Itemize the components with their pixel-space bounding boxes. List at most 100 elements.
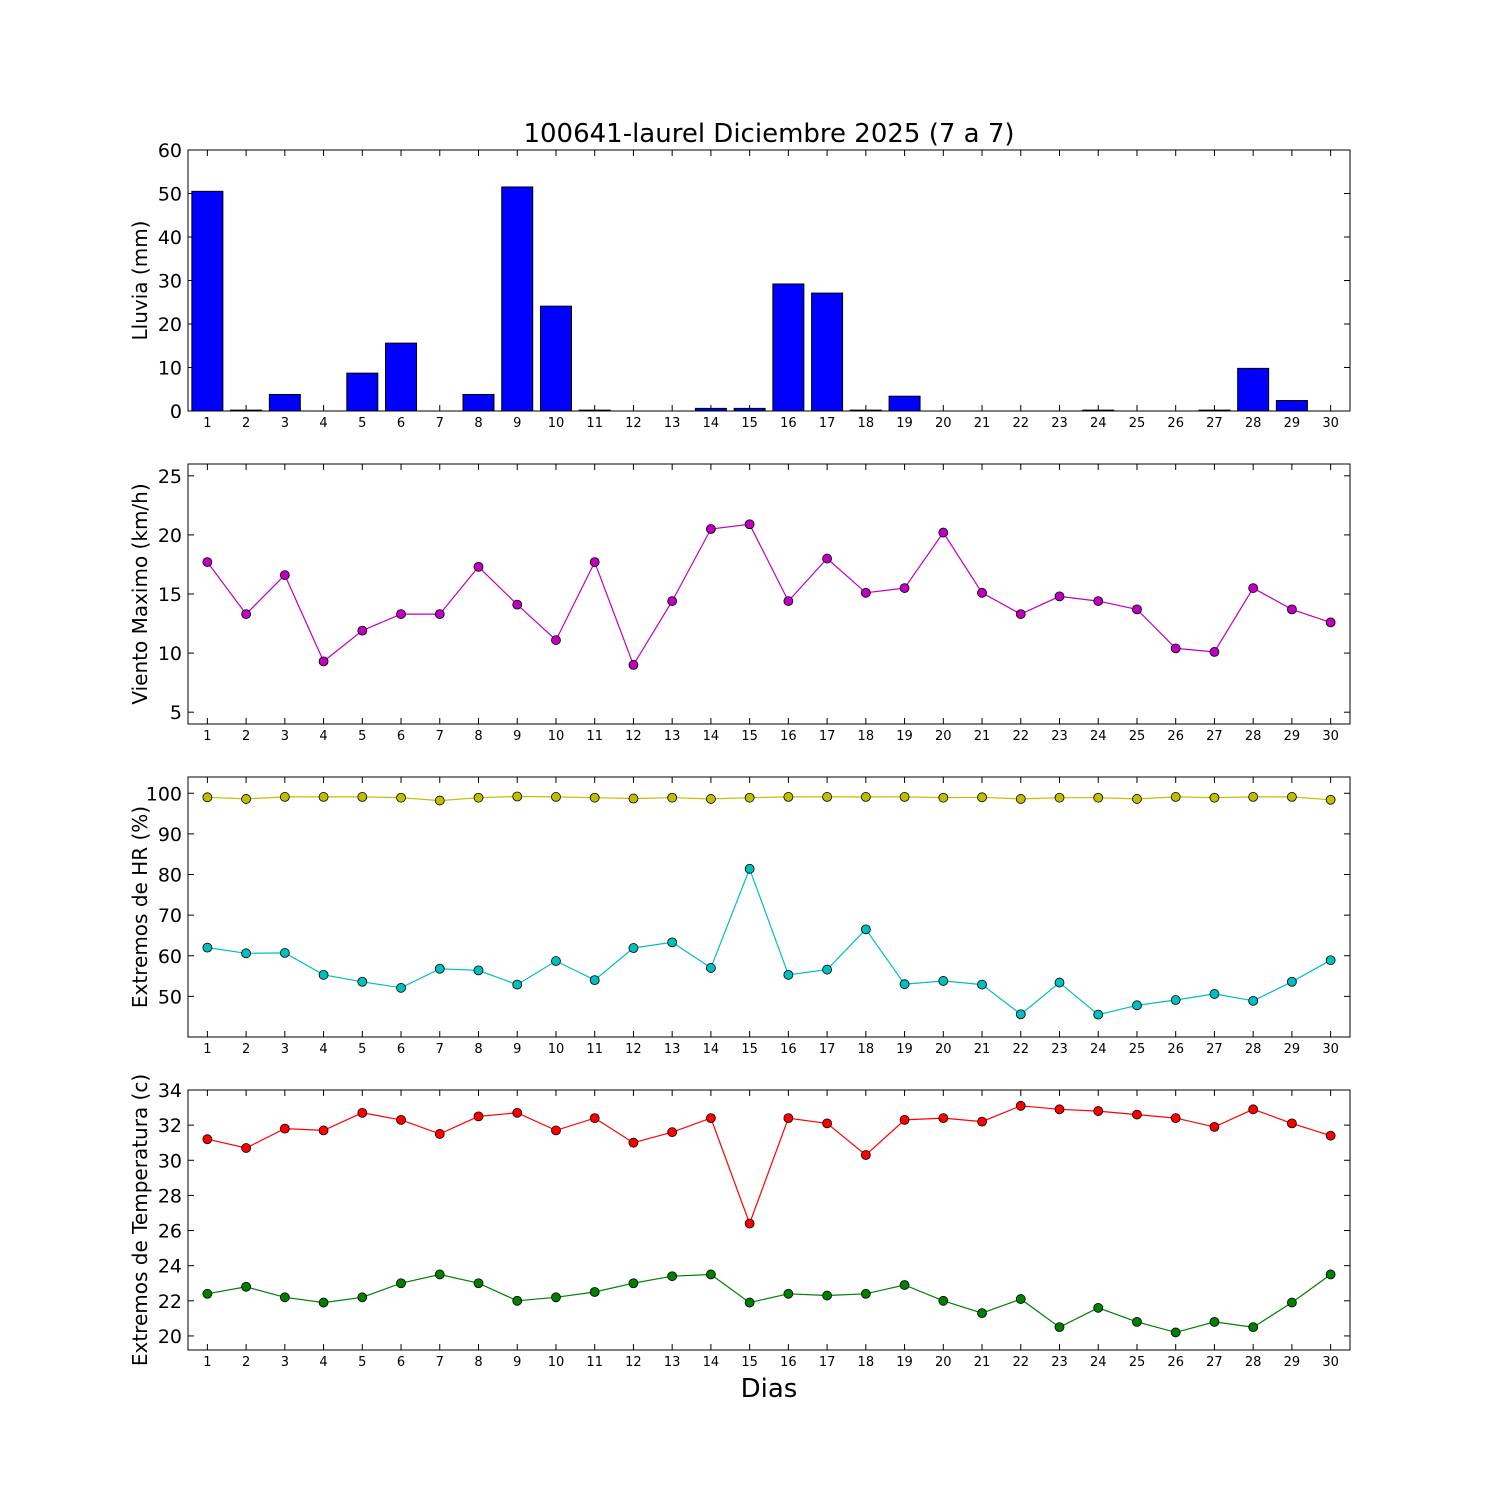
x-tick-label: 15 (741, 1355, 758, 1370)
data-point-series-1-day-2 (241, 794, 252, 804)
x-tick-label: 8 (474, 1355, 482, 1370)
x-tick-label: 2 (242, 729, 250, 744)
data-point-series-2-day-15 (744, 863, 755, 874)
x-tick-label: 2 (242, 1355, 250, 1370)
x-tick-label: 8 (474, 1042, 482, 1057)
bar-day-3 (268, 393, 301, 412)
data-point-series-1-day-12 (628, 660, 639, 670)
x-tick-label: 20 (935, 416, 952, 431)
data-point-series-1-day-21 (977, 1116, 987, 1127)
data-point-series-1-day-6 (396, 609, 406, 619)
data-point-series-1-day-27 (1209, 792, 1220, 803)
x-tick-label: 10 (548, 729, 565, 744)
data-point-series-2-day-19 (899, 979, 910, 990)
x-tick-label: 20 (935, 1355, 952, 1370)
data-point-series-1-day-13 (667, 1127, 678, 1138)
x-tick-label: 4 (319, 416, 327, 431)
data-point-series-2-day-13 (667, 937, 678, 948)
data-point-series-1-day-9 (512, 599, 523, 610)
x-tick-label: 5 (358, 1042, 366, 1057)
x-tick-label: 21 (974, 416, 991, 431)
y-tick-label: 20 (158, 1326, 182, 1348)
data-point-series-1-day-9 (512, 1107, 523, 1118)
data-point-series-2-day-17 (822, 964, 832, 975)
x-tick-label: 2 (242, 416, 250, 431)
data-point-series-1-day-1 (202, 792, 213, 803)
x-tick-label: 20 (935, 729, 952, 744)
x-tick-label: 21 (974, 1355, 991, 1370)
data-point-series-2-day-19 (899, 1280, 910, 1290)
series-line-1 (206, 523, 1331, 667)
data-point-series-2-day-8 (473, 965, 484, 976)
data-point-series-1-day-28 (1248, 792, 1259, 802)
x-tick-label: 30 (1322, 1042, 1339, 1057)
x-tick-label: 7 (436, 729, 444, 744)
data-point-series-1-day-26 (1170, 643, 1181, 654)
y-tick-label: 80 (158, 865, 182, 887)
data-point-series-1-day-12 (628, 793, 639, 804)
data-point-series-1-day-30 (1325, 617, 1336, 628)
x-tick-label: 22 (1012, 416, 1029, 431)
y-axis-label: Viento Maximo (km/h) (128, 483, 152, 704)
data-point-series-1-day-24 (1093, 1106, 1104, 1116)
data-point-series-2-day-4 (318, 969, 329, 980)
x-tick-label: 25 (1129, 416, 1146, 431)
x-tick-label: 1 (203, 1042, 211, 1057)
data-point-series-2-day-7 (434, 1269, 445, 1280)
data-point-series-1-day-2 (241, 609, 252, 619)
x-tick-label: 6 (397, 1042, 405, 1057)
x-tick-label: 10 (548, 1355, 565, 1370)
bar-day-15 (733, 407, 766, 412)
data-point-series-1-day-27 (1209, 1121, 1220, 1132)
y-tick-label: 40 (158, 227, 182, 249)
data-point-series-2-day-12 (628, 943, 639, 953)
x-tick-label: 13 (664, 1355, 681, 1370)
data-point-series-1-day-25 (1132, 1109, 1142, 1120)
data-point-series-2-day-9 (512, 979, 523, 990)
data-point-series-1-day-16 (783, 792, 794, 802)
data-point-series-2-day-18 (860, 924, 871, 935)
x-tick-label: 27 (1206, 729, 1223, 744)
x-tick-label: 23 (1051, 1355, 1068, 1370)
data-point-series-1-day-1 (202, 557, 213, 567)
data-point-series-1-day-10 (551, 1125, 561, 1136)
x-tick-label: 25 (1129, 729, 1146, 744)
x-tick-label: 8 (474, 729, 482, 744)
y-tick-label: 28 (158, 1185, 182, 1207)
data-point-series-2-day-21 (977, 979, 987, 990)
x-tick-label: 24 (1090, 416, 1107, 431)
x-tick-label: 10 (548, 1042, 565, 1057)
x-tick-label: 9 (513, 729, 521, 744)
data-point-series-2-day-8 (473, 1278, 484, 1289)
data-point-series-1-day-9 (512, 791, 523, 802)
x-tick-label: 29 (1284, 1042, 1301, 1057)
data-point-series-1-day-13 (667, 792, 678, 803)
x-tick-label: 1 (203, 729, 211, 744)
data-point-series-2-day-17 (822, 1290, 832, 1301)
data-point-series-1-day-1 (202, 1134, 213, 1145)
y-tick-label: 10 (158, 358, 182, 380)
data-point-series-2-day-23 (1054, 977, 1065, 988)
x-tick-label: 4 (319, 1042, 327, 1057)
data-point-series-1-day-17 (822, 792, 832, 802)
data-point-series-1-day-4 (318, 656, 329, 667)
data-point-series-1-day-23 (1054, 792, 1065, 803)
data-point-series-1-day-28 (1248, 1104, 1259, 1115)
x-tick-label: 26 (1167, 1355, 1184, 1370)
y-tick-label: 100 (146, 783, 182, 805)
x-tick-label: 18 (858, 1042, 875, 1057)
x-tick-label: 17 (819, 1042, 836, 1057)
data-point-series-1-day-18 (860, 792, 871, 802)
data-point-series-1-day-8 (473, 1111, 484, 1122)
y-tick-label: 0 (170, 401, 182, 423)
data-point-series-1-day-11 (589, 792, 600, 803)
data-point-series-1-day-19 (899, 1114, 910, 1125)
data-point-series-2-day-9 (512, 1295, 523, 1306)
y-tick-label: 22 (158, 1291, 182, 1313)
data-point-series-2-day-28 (1248, 1322, 1259, 1333)
data-point-series-2-day-13 (667, 1271, 678, 1282)
x-tick-label: 26 (1167, 729, 1184, 744)
bar-day-28 (1237, 367, 1270, 412)
series-line-2 (207, 1273, 1331, 1334)
